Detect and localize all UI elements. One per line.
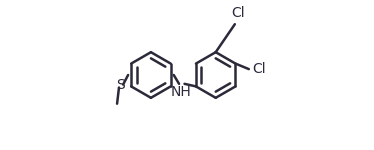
Text: Cl: Cl [252,62,266,76]
Text: S: S [116,78,125,92]
Text: NH: NH [171,85,191,99]
Text: Cl: Cl [231,6,245,20]
